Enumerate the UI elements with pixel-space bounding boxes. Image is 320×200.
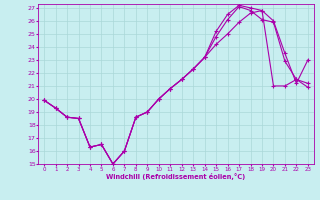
X-axis label: Windchill (Refroidissement éolien,°C): Windchill (Refroidissement éolien,°C) bbox=[106, 173, 246, 180]
